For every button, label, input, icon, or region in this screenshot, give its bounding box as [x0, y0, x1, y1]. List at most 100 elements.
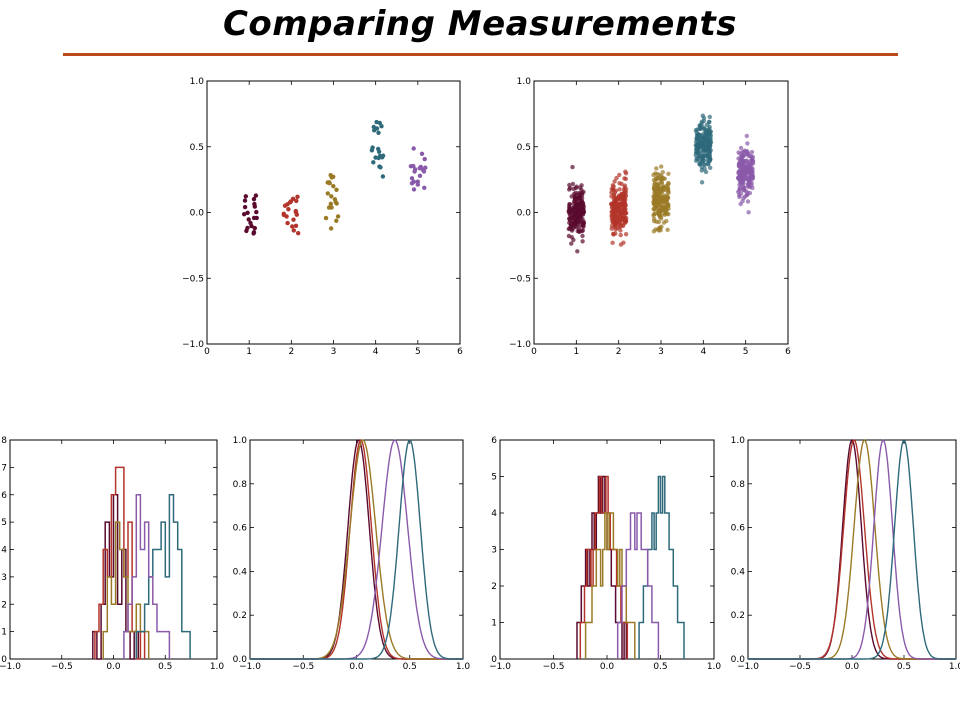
scatter-point: [660, 207, 665, 212]
scatter-point: [609, 223, 615, 228]
scatter-point: [622, 219, 628, 224]
scatter-point: [622, 185, 627, 190]
scatter-point: [651, 216, 657, 221]
scatter-point: [408, 164, 414, 169]
scatter-point: [746, 210, 751, 215]
x-tick-label: 0: [204, 347, 210, 357]
scatter-point: [652, 206, 657, 212]
scatter-point: [652, 212, 657, 217]
scatter-point: [705, 161, 710, 166]
scatter-point: [622, 189, 627, 194]
scatter-point: [281, 212, 287, 218]
x-tick-label: 0: [531, 347, 537, 357]
scatter-point: [374, 119, 379, 125]
scatter-point: [653, 190, 659, 195]
scatter-point: [613, 231, 618, 236]
scatter-point: [750, 185, 755, 191]
density-plot-small-sample: −1.0 −0.5 0.0 0.5 1.0 0.0 0.2 0.4 0.6 0.8 1.0: [233, 436, 471, 672]
scatter-point: [377, 153, 383, 159]
scatter-point: [620, 215, 625, 221]
x-tick-label: −1.0: [737, 662, 759, 672]
scatter-point: [609, 217, 615, 222]
x-tick-label: 5: [415, 347, 421, 357]
scatter-point: [736, 163, 742, 168]
y-tick-label: −1.0: [509, 340, 531, 350]
scatter-point: [579, 205, 584, 211]
y-tick-label: 8: [1, 436, 7, 446]
scatter-point: [242, 198, 248, 203]
scatter-point: [580, 209, 585, 215]
scatter-points: [242, 119, 428, 236]
scatter-point: [750, 154, 756, 160]
scatter-point: [698, 144, 704, 149]
scatter-point: [567, 226, 572, 231]
scatter-point: [664, 197, 669, 203]
plot-frame: [533, 80, 789, 345]
scatter-point: [652, 200, 658, 206]
scatter-point: [613, 227, 618, 232]
scatter-point: [665, 227, 670, 232]
x-tick-label: 0.0: [845, 662, 860, 672]
scatter-point: [666, 203, 671, 208]
scatter-point: [411, 179, 416, 184]
scatter-point: [708, 165, 713, 170]
scatter-point: [699, 168, 704, 173]
scatter-point: [422, 156, 427, 162]
scatter-point: [419, 151, 425, 156]
scatter-point: [325, 191, 330, 196]
scatter-point: [573, 193, 578, 198]
y-tick-label: 2: [491, 582, 497, 592]
scatter-point: [659, 164, 664, 169]
x-tick-label: 0.5: [403, 662, 417, 672]
y-tick-label: 6: [1, 491, 7, 501]
y-tick-label: 0.4: [233, 567, 248, 577]
scatter-point: [666, 171, 671, 176]
y-tick-label: 5: [1, 518, 7, 528]
scatter-point: [252, 225, 257, 231]
scatter-point: [661, 220, 667, 225]
scatter-point: [660, 197, 665, 202]
scatter-point: [573, 207, 578, 212]
scatter-point: [567, 182, 572, 188]
scatter-point: [708, 133, 713, 138]
scatter-point: [290, 196, 296, 201]
scatter-point: [612, 190, 618, 195]
scatter-point: [376, 146, 381, 152]
scatter-point: [666, 180, 671, 186]
scatter-point: [294, 212, 299, 217]
scatter-point: [655, 171, 660, 177]
y-tick-label: 1.0: [233, 436, 248, 446]
scatter-point: [699, 180, 705, 185]
scatter-point: [609, 205, 615, 210]
scatter-point: [618, 201, 623, 207]
histogram-series: [94, 466, 146, 660]
scatter-point: [334, 201, 339, 206]
histogram-series: [123, 494, 171, 659]
scatter-point: [623, 169, 628, 174]
scatter-point: [614, 208, 620, 214]
x-tick-label: 2: [288, 347, 294, 357]
scatter-point: [707, 119, 712, 124]
x-tick-label: 0.5: [653, 662, 667, 672]
scatter-point: [697, 123, 702, 128]
x-tick-label: 3: [658, 347, 664, 357]
density-plot-large-sample: −1.0 −0.5 0.0 0.5 1.0 0.0 0.2 0.4 0.6 0.8 1.0: [731, 436, 960, 672]
scatter-point: [570, 164, 575, 170]
scatter-point: [697, 162, 702, 167]
scatter-point: [329, 205, 334, 210]
y-tick-label: 0.0: [517, 209, 532, 219]
x-tick-label: 1.0: [949, 662, 960, 672]
y-tick-label: 0.4: [731, 567, 746, 577]
x-tick-label: 0.0: [349, 662, 364, 672]
scatter-point: [323, 215, 329, 221]
scatter-point: [417, 173, 423, 178]
scatter-point: [745, 149, 750, 154]
x-tick-label: 0.5: [158, 662, 172, 672]
y-tick-label: 2: [1, 600, 7, 610]
y-tick-label: 1.0: [190, 77, 205, 87]
y-tick-label: 0.2: [731, 611, 745, 621]
scatter-point: [379, 124, 384, 129]
y-tick-label: 0.6: [731, 524, 746, 534]
scatter-point: [580, 191, 585, 196]
density-curve: [748, 438, 956, 660]
